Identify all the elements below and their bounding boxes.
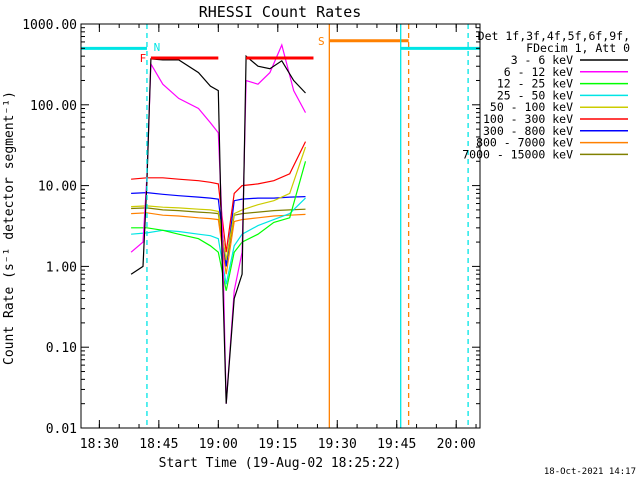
legend-label-7: 800 - 7000 keV <box>476 136 573 150</box>
y-tick-labels: 1000.00 100.00 10.00 1.00 0.10 0.01 <box>22 18 77 437</box>
annotation-label-4: S <box>318 35 325 48</box>
annotation-layer: NF S <box>81 24 480 428</box>
x-tick-label-4: 19:30 <box>318 437 357 452</box>
legend-label-5: 100 - 300 keV <box>483 112 573 126</box>
legend: Det 1f,3f,4f,5f,6f,9f, FDecim 1, Att 0 3… <box>462 29 630 161</box>
y-tick-label-5: 0.01 <box>46 422 77 437</box>
legend-header-line-2: FDecim 1, Att 0 <box>526 41 630 55</box>
x-tick-label-5: 19:45 <box>377 437 416 452</box>
legend-label-6: 300 - 800 keV <box>483 124 573 138</box>
plot-frame <box>80 23 481 429</box>
y-tick-label-1: 100.00 <box>30 99 77 114</box>
legend-label-8: 7000 - 15000 keV <box>462 147 573 161</box>
legend-label-4: 50 - 100 keV <box>490 100 573 114</box>
x-tick-label-0: 18:30 <box>80 437 119 452</box>
x-tick-label-6: 20:00 <box>437 437 476 452</box>
series-layer <box>130 43 307 404</box>
annotation-label-1: N <box>154 41 161 54</box>
y-tick-label-3: 1.00 <box>46 260 77 275</box>
series-line-7 <box>131 212 306 275</box>
legend-label-2: 12 - 25 keV <box>497 77 573 91</box>
x-tick-label-2: 19:00 <box>199 437 238 452</box>
annotation-label-2: F <box>140 52 147 65</box>
legend-header-line-1: Det 1f,3f,4f,5f,6f,9f, <box>478 29 630 43</box>
y-tick-label-0: 1000.00 <box>22 18 77 33</box>
axis-ticks <box>81 23 480 429</box>
series-line-5 <box>131 141 307 253</box>
x-tick-labels: 18:30 18:45 19:00 19:15 19:30 19:45 20:00 <box>80 437 476 452</box>
chart-title: RHESSI Count Rates <box>199 3 362 21</box>
x-axis-label: Start Time (19-Aug-02 18:25:22) <box>159 456 402 471</box>
legend-label-1: 6 - 12 keV <box>504 65 573 79</box>
legend-label-3: 25 - 50 keV <box>497 88 573 102</box>
series-line-2 <box>131 161 307 291</box>
legend-label-0: 3 - 6 keV <box>511 53 573 67</box>
x-tick-label-1: 18:45 <box>139 437 178 452</box>
x-tick-label-3: 19:15 <box>258 437 297 452</box>
footer-timestamp: 18-Oct-2021 14:17 <box>544 467 636 477</box>
y-axis-label: Count Rate (s⁻¹ detector segment⁻¹) <box>2 91 17 365</box>
y-tick-label-2: 10.00 <box>38 180 77 195</box>
y-tick-label-4: 0.10 <box>46 341 77 356</box>
series-line-0 <box>130 54 306 404</box>
series-line-8 <box>131 207 306 267</box>
